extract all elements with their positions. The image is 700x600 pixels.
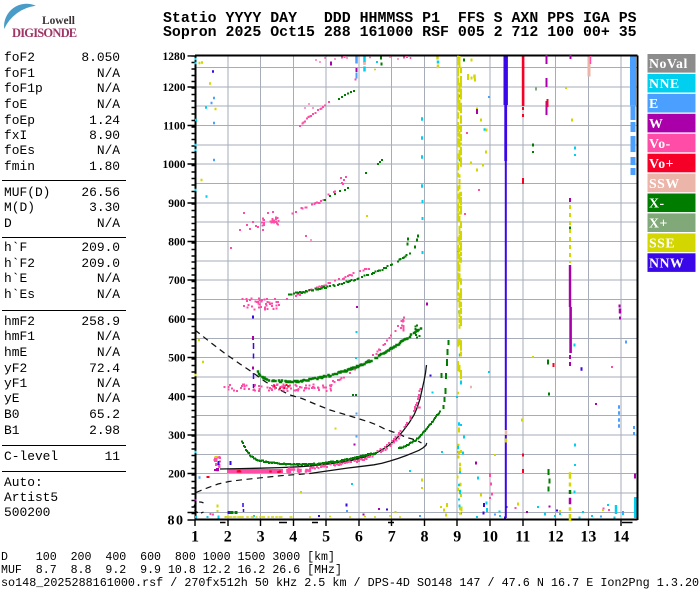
- svg-text:900: 900: [168, 198, 186, 210]
- svg-text:200: 200: [168, 469, 186, 481]
- svg-text:NoVal: NoVal: [649, 56, 688, 71]
- svg-text:X+: X+: [649, 216, 668, 231]
- svg-text:DIGISONDE: DIGISONDE: [12, 26, 77, 40]
- svg-text:7: 7: [388, 529, 396, 546]
- svg-text:800: 800: [168, 237, 186, 249]
- svg-text:E: E: [649, 96, 659, 111]
- svg-text:1000: 1000: [163, 159, 186, 171]
- svg-text:700: 700: [168, 275, 186, 287]
- svg-text:NNW: NNW: [649, 256, 684, 271]
- svg-text:10: 10: [482, 529, 498, 546]
- svg-text:11: 11: [515, 529, 530, 546]
- svg-text:13: 13: [580, 529, 596, 546]
- svg-text:Lowell: Lowell: [42, 15, 75, 27]
- svg-text:SSE: SSE: [649, 236, 675, 251]
- svg-text:12: 12: [548, 529, 564, 546]
- svg-text:5: 5: [322, 529, 330, 546]
- svg-text:8: 8: [421, 529, 429, 546]
- svg-text:9: 9: [453, 529, 461, 546]
- svg-text:NNE: NNE: [649, 76, 680, 91]
- svg-text:1: 1: [191, 529, 199, 546]
- svg-text:500: 500: [168, 353, 186, 365]
- svg-text:W: W: [649, 116, 663, 131]
- svg-text:14: 14: [613, 529, 629, 546]
- svg-text:80: 80: [168, 513, 185, 528]
- svg-text:300: 300: [168, 430, 186, 442]
- svg-text:600: 600: [168, 314, 186, 326]
- svg-text:X-: X-: [649, 196, 665, 211]
- svg-text:1100: 1100: [163, 121, 186, 133]
- svg-text:SSW: SSW: [649, 176, 680, 191]
- svg-text:6: 6: [355, 529, 363, 546]
- svg-text:3: 3: [257, 529, 265, 546]
- svg-text:Vo-: Vo-: [649, 136, 671, 151]
- svg-text:4: 4: [289, 529, 297, 546]
- svg-text:1200: 1200: [163, 82, 186, 94]
- svg-text:Vo+: Vo+: [649, 156, 674, 171]
- svg-text:1280: 1280: [163, 51, 186, 63]
- svg-text:400: 400: [168, 391, 186, 403]
- svg-text:2: 2: [224, 529, 232, 546]
